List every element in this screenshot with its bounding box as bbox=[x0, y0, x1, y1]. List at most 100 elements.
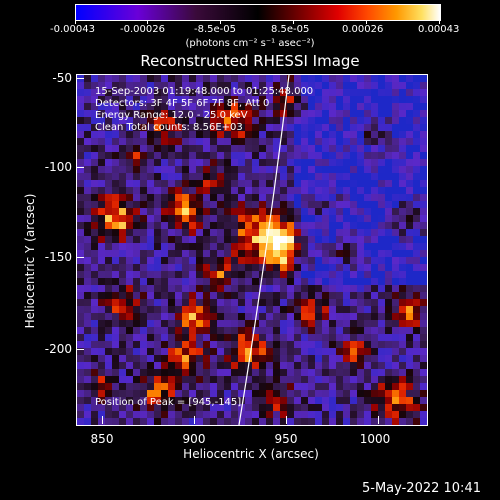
image-pixel bbox=[210, 215, 217, 222]
image-pixel bbox=[280, 320, 287, 327]
image-pixel bbox=[98, 131, 105, 138]
image-pixel bbox=[336, 355, 343, 362]
image-pixel bbox=[399, 131, 406, 138]
image-pixel bbox=[189, 152, 196, 159]
image-pixel bbox=[399, 369, 406, 376]
image-pixel bbox=[105, 264, 112, 271]
image-pixel bbox=[343, 208, 350, 215]
image-pixel bbox=[392, 306, 399, 313]
image-pixel bbox=[413, 201, 420, 208]
image-pixel bbox=[168, 152, 175, 159]
image-pixel bbox=[168, 257, 175, 264]
image-pixel bbox=[406, 341, 413, 348]
image-pixel bbox=[161, 138, 168, 145]
image-pixel bbox=[91, 173, 98, 180]
image-pixel bbox=[238, 117, 245, 124]
image-pixel bbox=[217, 96, 224, 103]
image-pixel bbox=[154, 187, 161, 194]
image-pixel bbox=[175, 327, 182, 334]
image-pixel bbox=[91, 180, 98, 187]
image-pixel bbox=[371, 208, 378, 215]
image-pixel bbox=[385, 306, 392, 313]
image-pixel bbox=[336, 404, 343, 411]
image-pixel bbox=[133, 208, 140, 215]
image-pixel bbox=[266, 285, 273, 292]
image-pixel bbox=[385, 138, 392, 145]
image-pixel bbox=[182, 362, 189, 369]
image-pixel bbox=[77, 369, 84, 376]
image-pixel bbox=[112, 418, 119, 425]
image-pixel bbox=[343, 96, 350, 103]
image-pixel bbox=[105, 208, 112, 215]
image-pixel bbox=[147, 243, 154, 250]
image-pixel bbox=[91, 166, 98, 173]
image-pixel bbox=[231, 215, 238, 222]
image-pixel bbox=[252, 173, 259, 180]
image-pixel bbox=[182, 257, 189, 264]
image-pixel bbox=[147, 229, 154, 236]
image-pixel bbox=[315, 376, 322, 383]
image-pixel bbox=[154, 362, 161, 369]
image-pixel bbox=[315, 334, 322, 341]
image-pixel bbox=[168, 243, 175, 250]
image-pixel bbox=[84, 390, 91, 397]
image-pixel bbox=[140, 397, 147, 404]
image-pixel bbox=[98, 201, 105, 208]
image-pixel bbox=[126, 145, 133, 152]
image-pixel bbox=[210, 201, 217, 208]
image-pixel bbox=[301, 334, 308, 341]
image-pixel bbox=[350, 180, 357, 187]
image-pixel bbox=[371, 159, 378, 166]
image-pixel bbox=[266, 334, 273, 341]
image-pixel bbox=[203, 278, 210, 285]
image-pixel bbox=[392, 313, 399, 320]
image-pixel bbox=[203, 110, 210, 117]
image-pixel bbox=[140, 166, 147, 173]
image-pixel bbox=[217, 271, 224, 278]
image-pixel bbox=[329, 383, 336, 390]
image-pixel bbox=[350, 173, 357, 180]
image-pixel bbox=[189, 96, 196, 103]
image-pixel bbox=[294, 201, 301, 208]
image-pixel bbox=[196, 194, 203, 201]
image-pixel bbox=[196, 103, 203, 110]
image-pixel bbox=[119, 383, 126, 390]
image-pixel bbox=[168, 390, 175, 397]
image-pixel bbox=[210, 180, 217, 187]
image-pixel bbox=[399, 264, 406, 271]
image-pixel bbox=[385, 327, 392, 334]
image-pixel bbox=[119, 243, 126, 250]
image-pixel bbox=[336, 313, 343, 320]
image-pixel bbox=[343, 348, 350, 355]
image-pixel bbox=[273, 117, 280, 124]
image-pixel bbox=[196, 306, 203, 313]
image-pixel bbox=[245, 110, 252, 117]
image-pixel bbox=[259, 250, 266, 257]
image-pixel bbox=[175, 348, 182, 355]
image-pixel bbox=[329, 229, 336, 236]
image-pixel bbox=[189, 292, 196, 299]
image-pixel bbox=[119, 75, 126, 82]
image-pixel bbox=[133, 236, 140, 243]
image-pixel bbox=[245, 418, 252, 425]
image-pixel bbox=[112, 124, 119, 131]
image-pixel bbox=[259, 117, 266, 124]
image-pixel bbox=[154, 390, 161, 397]
image-pixel bbox=[406, 201, 413, 208]
image-pixel bbox=[245, 159, 252, 166]
image-pixel bbox=[350, 159, 357, 166]
image-pixel bbox=[140, 152, 147, 159]
image-pixel bbox=[196, 348, 203, 355]
image-pixel bbox=[385, 397, 392, 404]
image-pixel bbox=[287, 187, 294, 194]
image-pixel bbox=[175, 222, 182, 229]
image-pixel bbox=[119, 299, 126, 306]
image-pixel bbox=[371, 187, 378, 194]
image-pixel bbox=[294, 131, 301, 138]
image-pixel bbox=[147, 355, 154, 362]
image-pixel bbox=[245, 257, 252, 264]
image-pixel bbox=[301, 257, 308, 264]
image-pixel bbox=[189, 75, 196, 82]
image-pixel bbox=[420, 236, 427, 243]
image-pixel bbox=[140, 355, 147, 362]
